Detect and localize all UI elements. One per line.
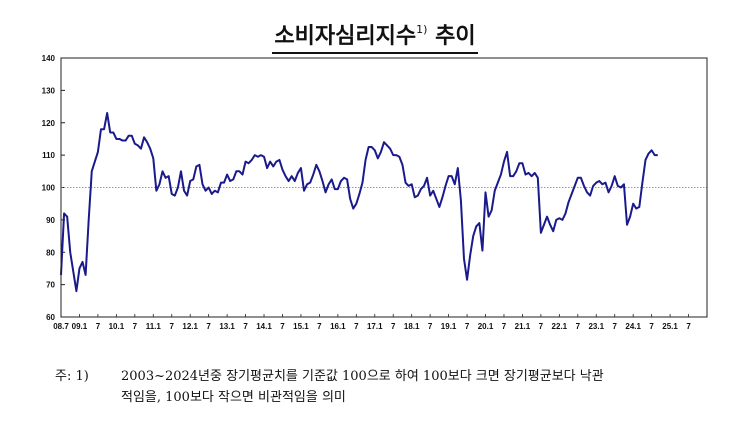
x-tick-label: 25.1 (662, 322, 678, 331)
x-tick-label: 15.1 (293, 322, 309, 331)
footnote-text-1: 2003~2024년중 장기평균치를 기준값 100으로 하여 100보다 크면… (121, 369, 604, 384)
x-tick-label: 14.1 (256, 322, 272, 331)
footnote: 주: 1) 2003~2024년중 장기평균치를 기준값 100으로 하여 100… (55, 366, 745, 408)
x-tick-label: 7 (465, 322, 470, 331)
x-tick-label: 10.1 (109, 322, 125, 331)
y-tick-label: 60 (46, 313, 55, 322)
x-tick-label: 7 (317, 322, 322, 331)
chart-title-suffix: 추이 (435, 24, 476, 49)
x-tick-label: 7 (686, 322, 691, 331)
x-tick-label: 7 (502, 322, 507, 331)
x-tick-label: 7 (428, 322, 433, 331)
footnote-line-2: 적임을, 100보다 작으면 비관적임을 의미 (121, 390, 346, 405)
x-tick-label: 7 (170, 322, 175, 331)
y-tick-label: 120 (42, 119, 56, 128)
x-tick-label: 7 (280, 322, 285, 331)
x-tick-label: 7 (612, 322, 617, 331)
footnote-prefix: 주: 1) (55, 369, 89, 384)
x-tick-label: 7 (391, 322, 396, 331)
x-tick-label: 16.1 (330, 322, 346, 331)
y-tick-label: 100 (42, 184, 56, 193)
plot-frame-group (60, 57, 708, 318)
footnote-line-1: 주: 1) 2003~2024년중 장기평균치를 기준값 100으로 하여 100… (55, 366, 745, 387)
series-line-csi (60, 112, 658, 293)
chart-title-footnote-mark: 1) (416, 23, 428, 36)
x-tick-label: 20.1 (478, 322, 494, 331)
x-tick-label: 09.1 (72, 322, 88, 331)
x-tick-label: 22.1 (552, 322, 568, 331)
x-tick-label: 7 (206, 322, 211, 331)
x-tick-label: 13.1 (219, 322, 235, 331)
y-tick-label: 140 (42, 54, 56, 63)
x-tick-label: 19.1 (441, 322, 457, 331)
x-tick-label: 23.1 (588, 322, 604, 331)
chart-title-main: 소비자심리지수 (274, 24, 417, 49)
chart-title-underlined: 소비자심리지수1) 추이 (272, 18, 478, 54)
y-tick-label: 90 (46, 216, 55, 225)
series-group (60, 112, 658, 293)
x-tick-label: 7 (133, 322, 138, 331)
x-tick-label: 7 (243, 322, 248, 331)
x-tick-label: 21.1 (515, 322, 531, 331)
y-tick-label: 110 (42, 151, 55, 160)
y-tick-label: 130 (42, 86, 56, 95)
chart-title: 소비자심리지수1) 추이 (0, 18, 750, 54)
plot-frame (60, 57, 708, 318)
x-tick-label: 11.1 (146, 322, 162, 331)
x-tick-label: 08.7 (53, 322, 69, 331)
x-tick-label: 7 (354, 322, 359, 331)
x-tick-label: 7 (539, 322, 544, 331)
x-tick-label: 7 (576, 322, 581, 331)
x-tick-label: 7 (96, 322, 101, 331)
x-tick-label: 7 (649, 322, 654, 331)
x-tick-label: 18.1 (404, 322, 420, 331)
x-tick-label: 17.1 (367, 322, 383, 331)
x-tick-label: 12.1 (182, 322, 198, 331)
y-tick-label: 70 (46, 281, 55, 290)
y-tick-label: 80 (46, 248, 55, 257)
x-tick-label: 24.1 (625, 322, 641, 331)
